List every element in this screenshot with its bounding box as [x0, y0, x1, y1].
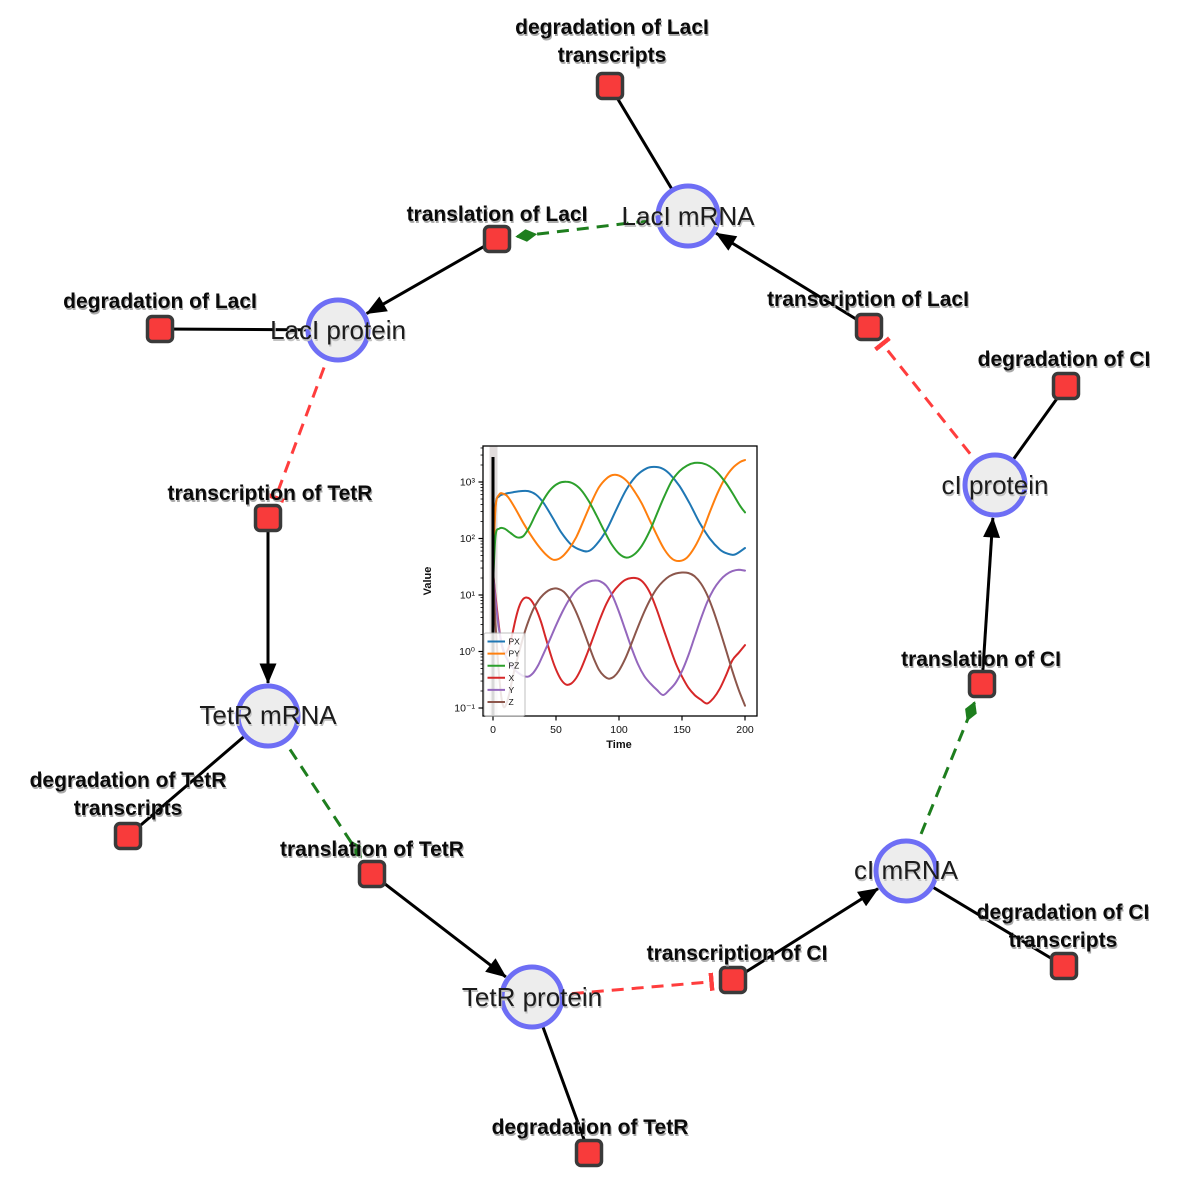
y-tick-label: 10²	[460, 533, 476, 545]
series-line-PX	[492, 465, 746, 562]
reaction-label-deg-tetr-transcripts: degradation of TetR transcripts	[30, 769, 227, 820]
species-label-tetr-protein: TetR protein	[462, 982, 602, 1012]
reaction-label-deg-laci-transcripts: degradation of LacI transcripts	[515, 16, 709, 67]
species-label-ci-mrna: cI mRNA	[854, 855, 959, 885]
reaction-node-tx-tetr[interactable]	[253, 503, 283, 533]
species-node-laci-mrna[interactable]	[655, 183, 721, 249]
reaction-label-tx-ci: transcription of CI	[647, 942, 828, 965]
species-node-laci-protein[interactable]	[305, 297, 371, 363]
edge-product-tx-ci-to-ci-mrna	[732, 887, 879, 982]
reaction-label-tl-ci: translation of CI	[901, 648, 1061, 671]
reaction-label-tl-laci: translation of LacI	[407, 203, 588, 226]
reaction-node-deg-laci-transcripts[interactable]	[595, 71, 625, 101]
reaction-node-deg-laci[interactable]	[145, 314, 175, 344]
reaction-node-deg-ci[interactable]	[1051, 371, 1081, 401]
reaction-node-tl-tetr[interactable]	[357, 859, 387, 889]
reaction-node-tx-laci[interactable]	[854, 312, 884, 342]
legend-label-PY: PY	[509, 649, 521, 659]
legend-label-PX: PX	[509, 637, 521, 647]
reaction-label-tl-tetr: translation of TetR	[280, 838, 464, 861]
species-label-ci-protein: cI protein	[942, 470, 1049, 500]
species-node-ci-protein[interactable]	[962, 452, 1028, 518]
edge-product-tl-tetr-to-tetr-protein	[371, 872, 507, 979]
reaction-label-tx-laci: transcription of LacI	[767, 288, 969, 311]
species-node-tetr-mrna[interactable]	[235, 683, 301, 749]
labels-layer: LacI mRNA LacI protein TetR mRNA TetR prote…	[30, 16, 1151, 1139]
x-tick-label: 100	[610, 724, 628, 736]
y-tick-label: 10¹	[460, 590, 476, 602]
species-node-ci-mrna[interactable]	[873, 838, 939, 904]
reaction-node-tl-ci[interactable]	[967, 669, 997, 699]
reaction-label-deg-tetr: degradation of TetR	[492, 1116, 689, 1139]
species-label-laci-mrna: LacI mRNA	[622, 201, 756, 231]
x-tick-label: 50	[550, 724, 562, 736]
reaction-node-deg-tetr[interactable]	[574, 1138, 604, 1168]
inset-chart: 0 50 100 150 200 10³ 10² 10¹ 10⁰ 10⁻¹ Time Value PX P…	[422, 445, 758, 751]
plot-frame	[482, 445, 758, 717]
reaction-label-deg-ci: degradation of CI	[978, 348, 1151, 371]
legend-label-PZ: PZ	[509, 661, 520, 671]
legend-label-X: X	[509, 673, 515, 683]
x-tick-label: 0	[490, 724, 496, 736]
species-label-tetr-mrna: TetR mRNA	[199, 700, 337, 730]
legend-label-Z: Z	[509, 697, 514, 707]
edge-product-tl-laci-to-laci-protein	[365, 237, 498, 315]
reaction-node-deg-tetr-transcripts[interactable]	[113, 821, 143, 851]
x-tick-label: 200	[736, 724, 754, 736]
series-line-Y	[492, 568, 746, 697]
reaction-node-tl-laci[interactable]	[482, 224, 512, 254]
y-tick-label: 10⁰	[459, 646, 475, 658]
series-line-X	[492, 571, 746, 705]
series-line-PY	[492, 459, 746, 574]
reaction-node-deg-ci-transcripts[interactable]	[1049, 951, 1079, 981]
x-axis-label: Time	[606, 739, 631, 751]
reaction-label-tx-tetr: transcription of TetR	[168, 482, 373, 505]
y-axis-label: Value	[422, 567, 434, 596]
series-line-Z	[492, 571, 746, 709]
species-node-tetr-protein[interactable]	[499, 964, 565, 1030]
edge-product-tl-ci-to-ci-protein	[980, 517, 1001, 685]
species-label-laci-protein: LacI protein	[270, 315, 406, 345]
legend-label-Y: Y	[509, 685, 515, 695]
reaction-label-deg-laci: degradation of LacI	[63, 290, 257, 313]
series-line-PZ	[492, 461, 746, 587]
nodes-layer	[113, 71, 1081, 1168]
y-tick-label: 10³	[460, 477, 476, 489]
edge-product-tx-laci-to-laci-mrna	[715, 231, 870, 329]
y-tick-label: 10⁻¹	[454, 703, 475, 715]
reaction-label-deg-ci-transcripts: degradation of CI transcripts	[977, 901, 1150, 952]
reaction-node-tx-ci[interactable]	[718, 965, 748, 995]
x-tick-label: 150	[673, 724, 691, 736]
